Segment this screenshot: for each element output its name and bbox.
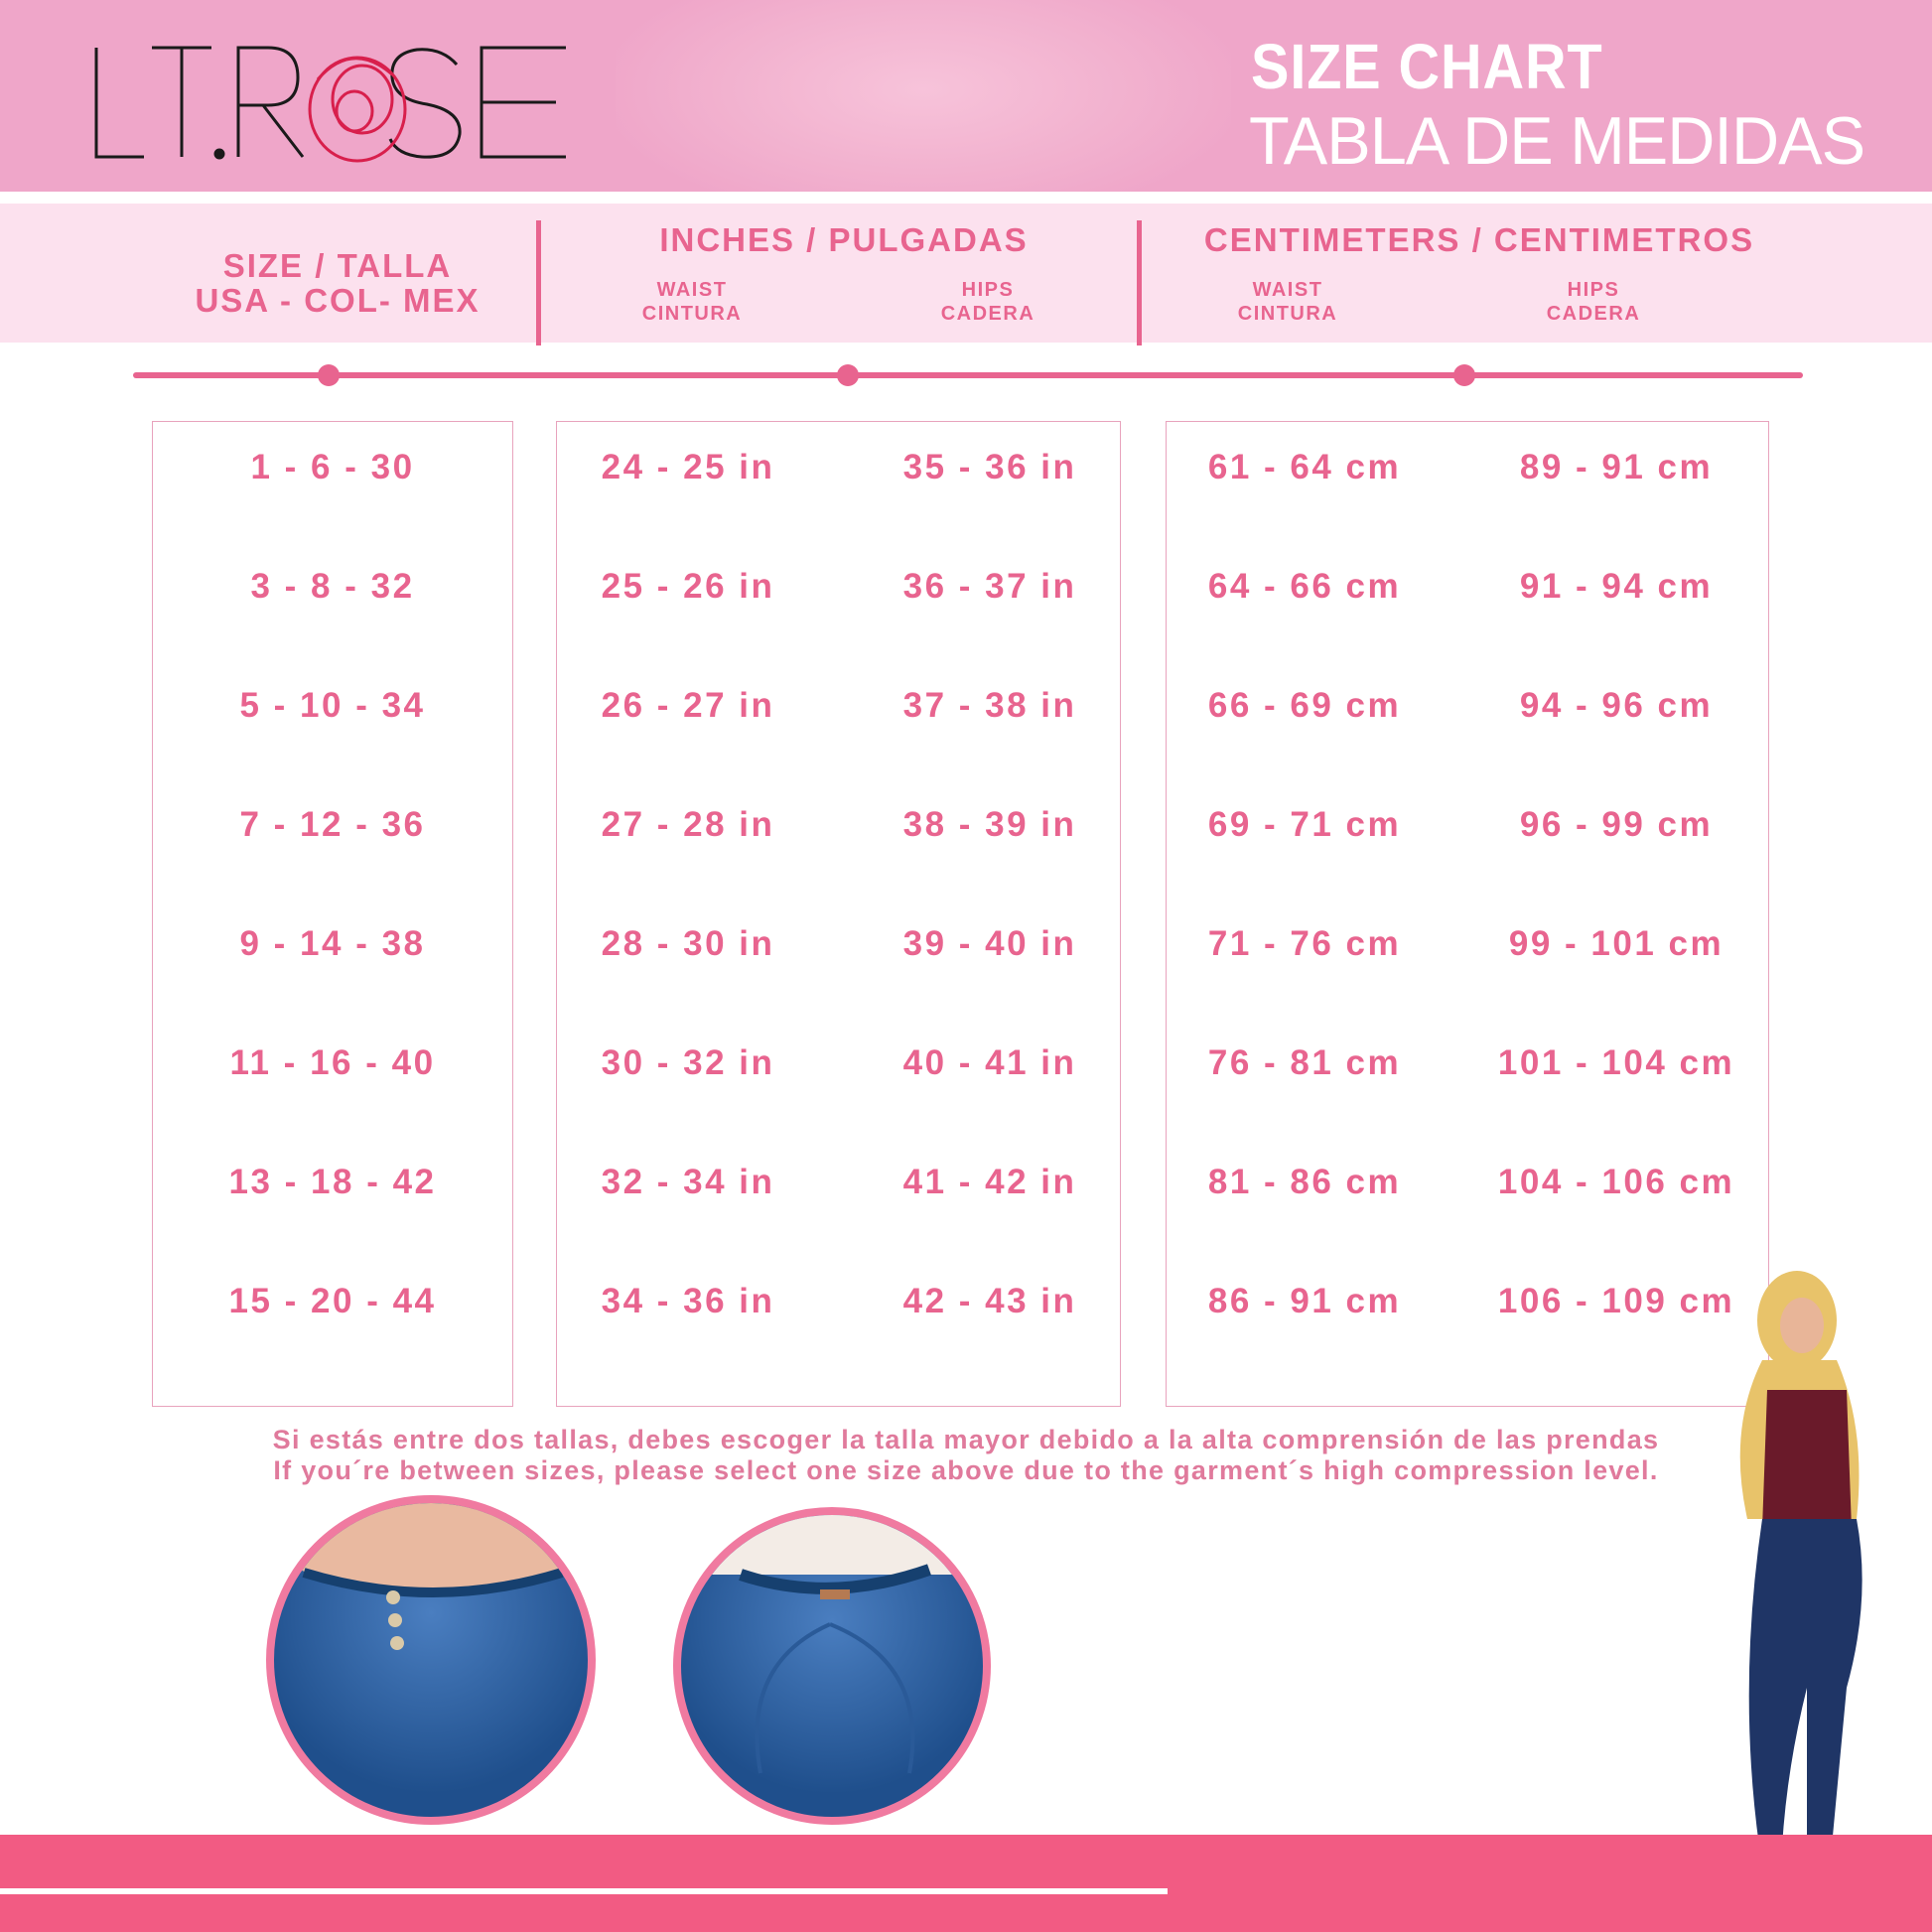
label: HIPS — [1567, 279, 1620, 301]
cell-cm-hips: 101 - 104 cm — [1497, 1043, 1735, 1082]
size-column-box — [152, 421, 513, 1407]
jeans-front-photo — [266, 1495, 596, 1825]
jeans-back-graphic — [681, 1515, 983, 1774]
timeline-dot — [1453, 364, 1475, 386]
timeline-dot — [837, 364, 859, 386]
cell-size: 13 - 18 - 42 — [228, 1163, 437, 1201]
cell-cm-waist: 76 - 81 cm — [1207, 1043, 1402, 1082]
size-header-line2: USA - COL- MEX — [195, 282, 481, 319]
jeans-back-photo — [673, 1507, 991, 1825]
brand-logo — [94, 40, 591, 164]
cell-size: 1 - 6 - 30 — [250, 448, 415, 486]
cell-cm-hips: 94 - 96 cm — [1519, 686, 1714, 725]
cell-in-hips: 38 - 39 in — [902, 805, 1077, 844]
cell-in-hips: 39 - 40 in — [902, 924, 1077, 963]
header-banner — [0, 0, 1932, 192]
cell-in-waist: 30 - 32 in — [601, 1043, 775, 1082]
cm-header: CENTIMETERS / CENTIMETROS — [1203, 221, 1755, 258]
cell-size: 3 - 8 - 32 — [250, 567, 415, 606]
cell-in-hips: 40 - 41 in — [902, 1043, 1077, 1082]
cell-size: 15 - 20 - 44 — [228, 1282, 437, 1320]
note-english: If you´re between sizes, please select o… — [273, 1455, 1659, 1485]
divider — [1137, 220, 1142, 345]
column-header-row — [0, 204, 1932, 343]
inches-column-box — [556, 421, 1121, 1407]
footer-bar — [0, 1835, 1932, 1932]
cell-cm-hips: 89 - 91 cm — [1519, 448, 1714, 486]
label: WAIST — [1252, 279, 1323, 301]
cm-waist-header: WAIST CINTURA — [1188, 278, 1387, 326]
inches-hips-header: HIPS CADERA — [889, 278, 1087, 326]
cell-cm-waist: 64 - 66 cm — [1207, 567, 1402, 606]
label: WAIST — [656, 279, 728, 301]
cell-in-hips: 41 - 42 in — [902, 1163, 1077, 1201]
cell-in-hips: 35 - 36 in — [902, 448, 1077, 486]
inches-header: INCHES / PULGADAS — [659, 221, 1029, 258]
cell-size: 5 - 10 - 34 — [239, 686, 426, 725]
cell-cm-hips: 91 - 94 cm — [1519, 567, 1714, 606]
timeline-divider — [133, 372, 1803, 378]
cell-size: 7 - 12 - 36 — [239, 805, 426, 844]
logo-graphic — [94, 46, 566, 163]
label: HIPS — [961, 279, 1015, 301]
note-spanish: Si estás entre dos tallas, debes escoger… — [272, 1425, 1660, 1454]
cell-in-waist: 26 - 27 in — [601, 686, 775, 725]
banner-model-photo — [616, 0, 1231, 192]
size-header-line1: SIZE / TALLA — [222, 247, 453, 284]
label: CADERA — [1546, 303, 1641, 325]
cell-in-waist: 34 - 36 in — [601, 1282, 775, 1320]
cell-in-hips: 36 - 37 in — [902, 567, 1077, 606]
timeline-dot — [318, 364, 340, 386]
divider — [536, 220, 541, 345]
cell-cm-hips: 99 - 101 cm — [1508, 924, 1725, 963]
cm-hips-header: HIPS CADERA — [1494, 278, 1693, 326]
cell-cm-waist: 81 - 86 cm — [1207, 1163, 1402, 1201]
cell-cm-hips: 106 - 109 cm — [1497, 1282, 1735, 1320]
cell-in-waist: 24 - 25 in — [601, 448, 775, 486]
cell-in-waist: 28 - 30 in — [601, 924, 775, 963]
cell-cm-hips: 104 - 106 cm — [1497, 1163, 1735, 1201]
cell-cm-hips: 96 - 99 cm — [1519, 805, 1714, 844]
size-header: SIZE / TALLA USA - COL- MEX — [149, 248, 526, 318]
cell-cm-waist: 71 - 76 cm — [1207, 924, 1402, 963]
jeans-front-graphic — [274, 1503, 588, 1650]
cell-in-hips: 37 - 38 in — [902, 686, 1077, 725]
size-chart-title: SIZE CHART — [1251, 31, 1603, 102]
cell-size: 11 - 16 - 40 — [229, 1043, 436, 1082]
inches-waist-header: WAIST CINTURA — [593, 278, 791, 326]
cell-size: 9 - 14 - 38 — [239, 924, 426, 963]
label: CADERA — [940, 303, 1035, 325]
cell-cm-waist: 66 - 69 cm — [1207, 686, 1402, 725]
cell-cm-waist: 61 - 64 cm — [1207, 448, 1402, 486]
cell-in-waist: 27 - 28 in — [601, 805, 775, 844]
cell-in-hips: 42 - 43 in — [902, 1282, 1077, 1320]
footer-line — [0, 1888, 1168, 1894]
cell-in-waist: 25 - 26 in — [601, 567, 775, 606]
cell-cm-waist: 69 - 71 cm — [1207, 805, 1402, 844]
size-chart-subtitle: TABLA DE MEDIDAS — [1249, 103, 1865, 179]
cell-in-waist: 32 - 34 in — [601, 1163, 775, 1201]
label: CINTURA — [1237, 303, 1338, 325]
model-photo — [1668, 1271, 1906, 1906]
cm-column-box — [1166, 421, 1769, 1407]
model-graphic — [1739, 1271, 1863, 1886]
label: CINTURA — [641, 303, 743, 325]
cell-cm-waist: 86 - 91 cm — [1207, 1282, 1402, 1320]
